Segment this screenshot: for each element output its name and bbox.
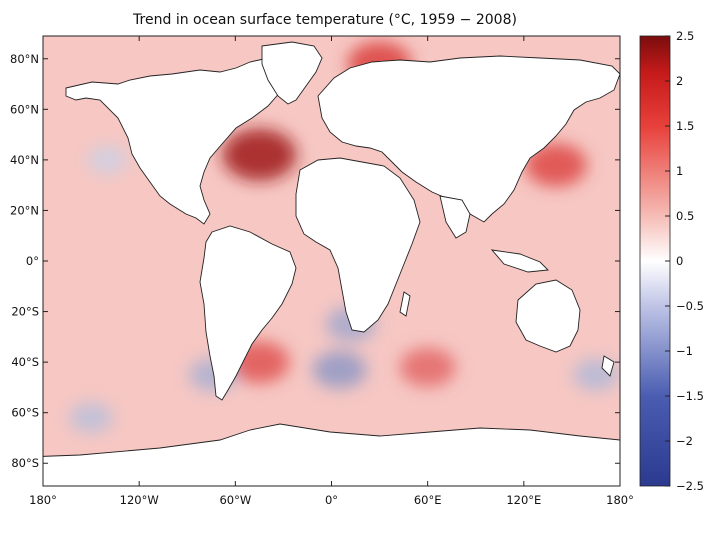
y-axis: 80°N 60°N 40°N 20°N 0° 20°S 40°S 60°S 80°S: [10, 52, 620, 470]
indonesia: [490, 249, 549, 273]
y-tick-label: 40°S: [11, 355, 39, 369]
y-tick-label: 80°N: [10, 52, 39, 66]
y-tick-label: 80°S: [11, 456, 39, 470]
x-tick-label: 60°W: [219, 493, 251, 507]
colorbar-tick-label: −2.5: [676, 479, 704, 493]
colorbar-tick-label: 1: [676, 164, 683, 178]
temperature-field: [69, 41, 619, 434]
hotspot: [87, 145, 128, 174]
madagascar: [399, 291, 411, 317]
colorbar-tick-label: −2: [676, 434, 693, 448]
colorbar-tick-label: 0.5: [676, 209, 694, 223]
colorbar: 2.5 2 1.5 1 0.5 0 −0.5 −1 −1.5 −2 −2.5: [639, 29, 704, 493]
x-tick-label: 180°: [29, 493, 57, 507]
greenland: [261, 41, 323, 105]
x-tick-label: 0°: [325, 493, 338, 507]
x-tick-label: 120°E: [506, 493, 541, 507]
hotspot: [69, 402, 114, 434]
colorbar-tick-label: −1: [676, 344, 693, 358]
y-tick-label: 0°: [26, 254, 39, 268]
colorbar-tick-label: 0: [676, 254, 683, 268]
australia: [515, 279, 581, 353]
hotspot: [399, 347, 456, 387]
south-america: [199, 225, 297, 401]
eurasia: [317, 55, 620, 223]
y-tick-label: 60°S: [11, 406, 39, 420]
x-tick-label: 180°: [606, 493, 634, 507]
colorbar-tick-label: −0.5: [676, 299, 704, 313]
antarctica: [43, 423, 620, 486]
india: [439, 195, 471, 239]
y-tick-label: 40°N: [10, 153, 39, 167]
colorbar-tick-label: −1.5: [676, 389, 704, 403]
colorbar-tick-label: 1.5: [676, 119, 694, 133]
hotspot: [524, 143, 587, 187]
hotspot: [222, 128, 297, 181]
x-axis: 180° 120°W 60°W 0° 60°E 120°E 180°: [29, 36, 634, 507]
y-tick-label: 60°N: [10, 102, 39, 116]
colorbar-ticks: 2.5 2 1.5 1 0.5 0 −0.5 −1 −1.5 −2 −2.5: [665, 29, 704, 493]
hotspot: [312, 350, 367, 389]
north-america: [65, 51, 301, 225]
new-zealand: [601, 355, 615, 377]
map-area: [43, 36, 620, 486]
x-tick-label: 60°E: [414, 493, 442, 507]
x-tick-label: 120°W: [120, 493, 159, 507]
africa: [295, 157, 421, 333]
chart-title: Trend in ocean surface temperature (°C, …: [132, 12, 517, 28]
colorbar-tick-label: 2: [676, 74, 683, 88]
y-tick-label: 20°S: [11, 305, 39, 319]
colorbar-tick-label: 2.5: [676, 29, 694, 43]
y-tick-label: 20°N: [10, 203, 39, 217]
land-masses: [43, 41, 620, 486]
